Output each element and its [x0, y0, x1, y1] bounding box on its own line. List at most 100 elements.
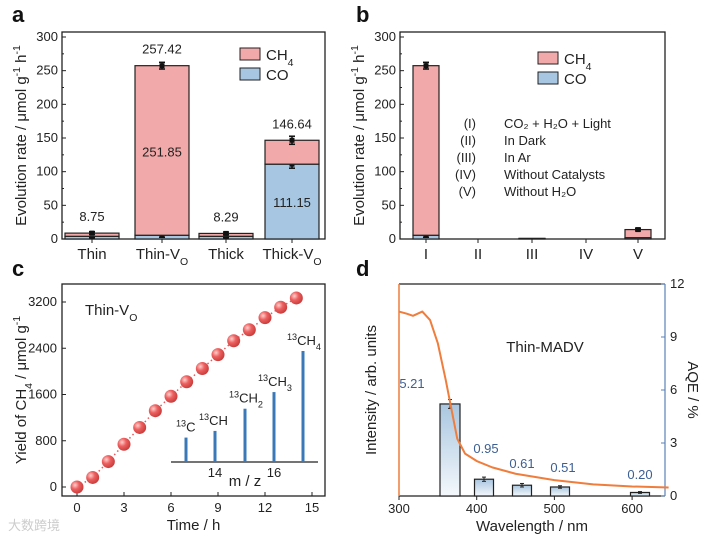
aqe-value-label: 0.61: [509, 456, 534, 471]
y-tick-label: 200: [374, 96, 396, 111]
condition-text: In Ar: [504, 150, 531, 165]
legend-label: CH4: [564, 51, 592, 73]
y-tick-label: 150: [374, 130, 396, 145]
y-label-text: Yield of CH: [13, 389, 30, 464]
peak-formula: CH: [297, 333, 316, 348]
condition-text: Without Catalysts: [504, 167, 606, 182]
y-axis-label: Evolution rate / μmol g-1 h-1: [349, 45, 368, 226]
isotope-sup: 13: [199, 412, 209, 422]
data-point: [101, 455, 115, 469]
y-tick-label: 0: [50, 479, 57, 494]
y-label-text: / μmol g: [13, 325, 30, 383]
y-label-sup: -1: [11, 316, 23, 325]
mean-marker: [635, 227, 641, 233]
mean-marker: [89, 230, 95, 236]
condition-number: (IV): [455, 167, 476, 182]
category-label: I: [424, 246, 428, 263]
x-tick-label: 3: [120, 500, 127, 515]
y-tick-label: 300: [374, 29, 396, 44]
condition-text: Without H₂O: [504, 184, 576, 199]
absorption-curve: [398, 310, 669, 489]
category-sub: O: [180, 256, 188, 268]
legend-label: CO: [564, 71, 587, 88]
aqe-value-label: 0.51: [550, 460, 575, 475]
y-tick-label: 150: [36, 130, 58, 145]
inset-peak-label: 13C: [176, 419, 196, 435]
aqe-value-label: 0.20: [627, 467, 652, 482]
inset-peak-label: 13CH: [199, 412, 228, 428]
y-tick-label: 0: [51, 231, 58, 246]
y-right-tick-label: 12: [670, 276, 684, 291]
category-label: III: [526, 246, 539, 263]
y-tick-label: 300: [36, 29, 58, 44]
x-tick-label: Thin: [77, 246, 106, 263]
x-tick-label: II: [474, 246, 482, 263]
y-axis-label: Yield of CH4 / μmol g-1: [11, 316, 35, 464]
data-point: [274, 300, 288, 314]
y-right-tick-label: 6: [670, 382, 677, 397]
inset-peak-label: 13CH2: [229, 390, 263, 410]
data-point: [258, 311, 272, 325]
y-tick-label: 50: [382, 197, 396, 212]
peak-sub: 3: [287, 383, 292, 393]
peak-formula: C: [186, 420, 195, 435]
annotation-sub: O: [129, 312, 137, 324]
data-point: [148, 404, 162, 418]
category-label: Thick: [208, 246, 244, 263]
data-point: [242, 323, 256, 337]
isotope-sup: 13: [258, 373, 268, 383]
x-tick-label: 500: [544, 501, 566, 516]
sample-annotation: Thin-MADV: [506, 339, 584, 356]
legend-text: CO: [564, 71, 587, 88]
y-right-tick-label: 3: [670, 435, 677, 450]
y-tick-label: 3200: [28, 294, 57, 309]
plot-frame: [61, 283, 326, 497]
y-label-sup: -1: [11, 45, 23, 54]
total-value-label: 8.75: [79, 209, 104, 224]
x-tick-label: Thin-VO: [136, 246, 188, 268]
data-point: [133, 420, 147, 434]
sample-annotation: Thin-VO: [85, 302, 137, 324]
x-tick-label: 9: [214, 500, 221, 515]
inset-peak: [184, 437, 188, 462]
legend-sub: 4: [288, 57, 294, 69]
x-tick-label: 6: [167, 500, 174, 515]
panel-letter-a: a: [12, 2, 25, 27]
y-tick-label: 2400: [28, 340, 57, 355]
y-label-sup: -1: [11, 67, 23, 76]
inset-tick-label: 14: [208, 465, 222, 480]
inset-peak: [213, 430, 217, 462]
watermark-logo: 大数跨境: [8, 518, 60, 533]
total-value-label: 8.29: [213, 209, 238, 224]
legend-swatch-ch4: [239, 47, 261, 61]
mean-marker: [223, 230, 229, 236]
isotope-sup: 13: [287, 332, 297, 342]
condition-number: (III): [457, 150, 477, 165]
data-point: [227, 334, 241, 348]
condition-number: (II): [460, 133, 476, 148]
y-label-text: Evolution rate / μmol g: [13, 76, 30, 226]
y-axis-label: Evolution rate / μmol g-1 h-1: [11, 45, 30, 226]
inset-axis-label: m / z: [229, 473, 262, 490]
total-value-label: 146.64: [272, 116, 312, 131]
legend-text: CH: [564, 51, 586, 68]
inset-peak: [272, 392, 276, 462]
inset-peak-label: 13CH3: [258, 373, 292, 393]
peak-formula: CH: [268, 374, 287, 389]
data-point: [164, 389, 178, 403]
inset-peak: [301, 351, 305, 462]
inset-peak-label: 13CH4: [287, 332, 321, 352]
panel-letter-b: b: [356, 2, 369, 27]
legend-text: CO: [266, 67, 289, 84]
mean-marker: [423, 63, 429, 69]
condition-number: (V): [459, 184, 476, 199]
aqe-value-label: 0.95: [473, 441, 498, 456]
data-point: [70, 480, 84, 494]
mean-marker: [159, 63, 165, 69]
y-tick-label: 250: [374, 63, 396, 78]
condition-text: CO₂ + H₂O + Light: [504, 116, 611, 131]
y-left-axis-label: Intensity / arb. units: [363, 325, 380, 455]
x-tick-label: III: [526, 246, 539, 263]
x-axis-label: Wavelength / nm: [476, 518, 588, 535]
peak-formula: CH: [209, 413, 228, 428]
